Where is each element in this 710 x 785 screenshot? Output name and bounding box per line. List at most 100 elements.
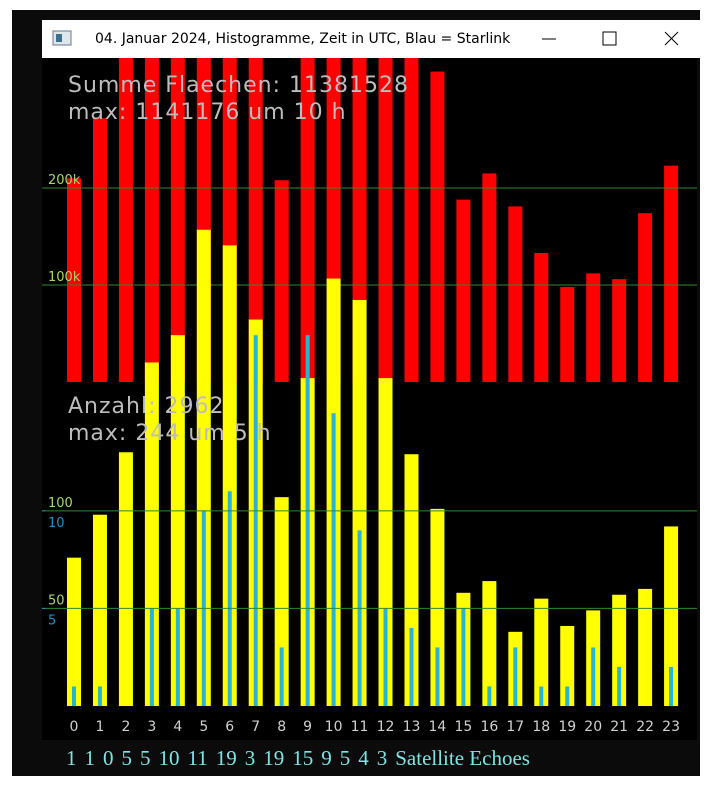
close-button[interactable] bbox=[664, 31, 679, 46]
annotation: Summe Flaechen: 11381528 bbox=[68, 73, 409, 98]
x-tick-label: 1 bbox=[95, 719, 104, 735]
echo-count: 0 bbox=[103, 746, 114, 770]
echo-count: 11 bbox=[187, 746, 208, 770]
x-tick-label: 6 bbox=[225, 719, 234, 735]
x-tick-label: 15 bbox=[454, 719, 472, 735]
app-icon bbox=[52, 30, 72, 46]
bar bbox=[378, 58, 393, 382]
bar bbox=[435, 647, 440, 706]
echo-count: 19 bbox=[215, 746, 237, 770]
bar bbox=[508, 206, 523, 382]
bar bbox=[409, 627, 414, 706]
echo-count: 3 bbox=[244, 746, 256, 770]
annotation: max: 244 um 5 h bbox=[68, 421, 272, 446]
bar bbox=[513, 647, 518, 706]
echo-count: 5 bbox=[140, 746, 151, 770]
x-tick-label: 10 bbox=[325, 719, 343, 735]
y2-tick-label: 10 bbox=[48, 516, 65, 531]
maximize-button[interactable] bbox=[602, 31, 617, 46]
bar bbox=[664, 165, 679, 382]
bar bbox=[248, 58, 263, 382]
bar bbox=[305, 335, 310, 706]
bar bbox=[97, 686, 102, 706]
bar bbox=[331, 413, 336, 706]
echo-count: 9 bbox=[321, 746, 332, 770]
bar bbox=[196, 229, 211, 706]
echo-count: 3 bbox=[376, 746, 388, 770]
bar bbox=[430, 508, 445, 706]
echo-count: 19 bbox=[263, 746, 285, 770]
bar bbox=[274, 180, 289, 382]
x-tick-label: 18 bbox=[532, 719, 550, 735]
bar bbox=[300, 58, 315, 382]
bar bbox=[72, 686, 76, 706]
bar bbox=[222, 245, 237, 707]
bar bbox=[383, 608, 388, 706]
bar bbox=[92, 118, 107, 383]
y-tick-label: 50 bbox=[48, 593, 65, 608]
footer: 1 1 0 5 5 10 11 19 3 19 15 9 5 4 3 Satellite Echoes bbox=[66, 746, 538, 771]
x-tick-label: 14 bbox=[429, 719, 447, 735]
bar bbox=[170, 58, 185, 382]
bar bbox=[357, 530, 362, 706]
bar bbox=[612, 594, 627, 706]
x-tick-label: 17 bbox=[506, 719, 524, 735]
bar bbox=[461, 608, 466, 706]
bar bbox=[118, 452, 133, 706]
bar bbox=[456, 199, 471, 382]
bar bbox=[612, 279, 627, 382]
bar bbox=[487, 686, 492, 706]
bar bbox=[430, 71, 445, 382]
bar bbox=[170, 335, 185, 706]
x-tick-label: 4 bbox=[173, 719, 182, 735]
window-title: 04. Januar 2024, Histogramme, Zeit in UT… bbox=[95, 31, 511, 47]
bar bbox=[565, 686, 570, 706]
annotation: max: 1141176 um 10 h bbox=[68, 100, 347, 125]
x-tick-label: 21 bbox=[610, 719, 628, 735]
bar bbox=[560, 625, 575, 706]
y-tick-label: 200k bbox=[48, 173, 81, 188]
bar bbox=[560, 286, 575, 382]
plot-layer bbox=[42, 58, 697, 707]
bar bbox=[591, 647, 596, 706]
x-tick-label: 2 bbox=[121, 719, 130, 735]
x-tick-label: 12 bbox=[377, 719, 395, 735]
bar bbox=[67, 557, 81, 706]
bar bbox=[92, 514, 107, 706]
x-tick-label: 7 bbox=[251, 719, 260, 735]
x-tick-label: 20 bbox=[584, 719, 602, 735]
echo-count: 5 bbox=[339, 746, 351, 770]
bar bbox=[638, 213, 653, 382]
bar bbox=[67, 178, 81, 382]
x-tick-label: 22 bbox=[636, 719, 654, 735]
y2-tick-label: 5 bbox=[48, 613, 56, 628]
x-tick-label: 0 bbox=[70, 719, 79, 735]
bar bbox=[617, 666, 622, 706]
bar bbox=[404, 58, 419, 382]
bar bbox=[352, 300, 367, 706]
x-tick-label: 11 bbox=[351, 719, 369, 735]
echo-count: 15 bbox=[292, 746, 314, 770]
bar bbox=[118, 58, 133, 382]
x-tick-label: 19 bbox=[558, 719, 576, 735]
y-tick-label: 100k bbox=[48, 270, 81, 285]
bar bbox=[279, 647, 284, 706]
bar bbox=[149, 608, 154, 706]
bar bbox=[534, 598, 549, 706]
bar bbox=[586, 273, 601, 382]
bar bbox=[274, 497, 289, 706]
x-tick-label: 8 bbox=[277, 719, 286, 735]
echo-count: 5 bbox=[121, 746, 133, 770]
y-tick-label: 100 bbox=[48, 496, 73, 511]
echo-count: 1 bbox=[84, 746, 96, 770]
x-tick-label: 16 bbox=[480, 719, 498, 735]
footer-label: Satellite Echoes bbox=[395, 746, 530, 770]
bar bbox=[482, 173, 497, 382]
bar bbox=[253, 335, 258, 706]
bar bbox=[404, 454, 419, 706]
bar bbox=[669, 666, 674, 706]
annotation: Anzahl: 2962 bbox=[68, 394, 224, 419]
